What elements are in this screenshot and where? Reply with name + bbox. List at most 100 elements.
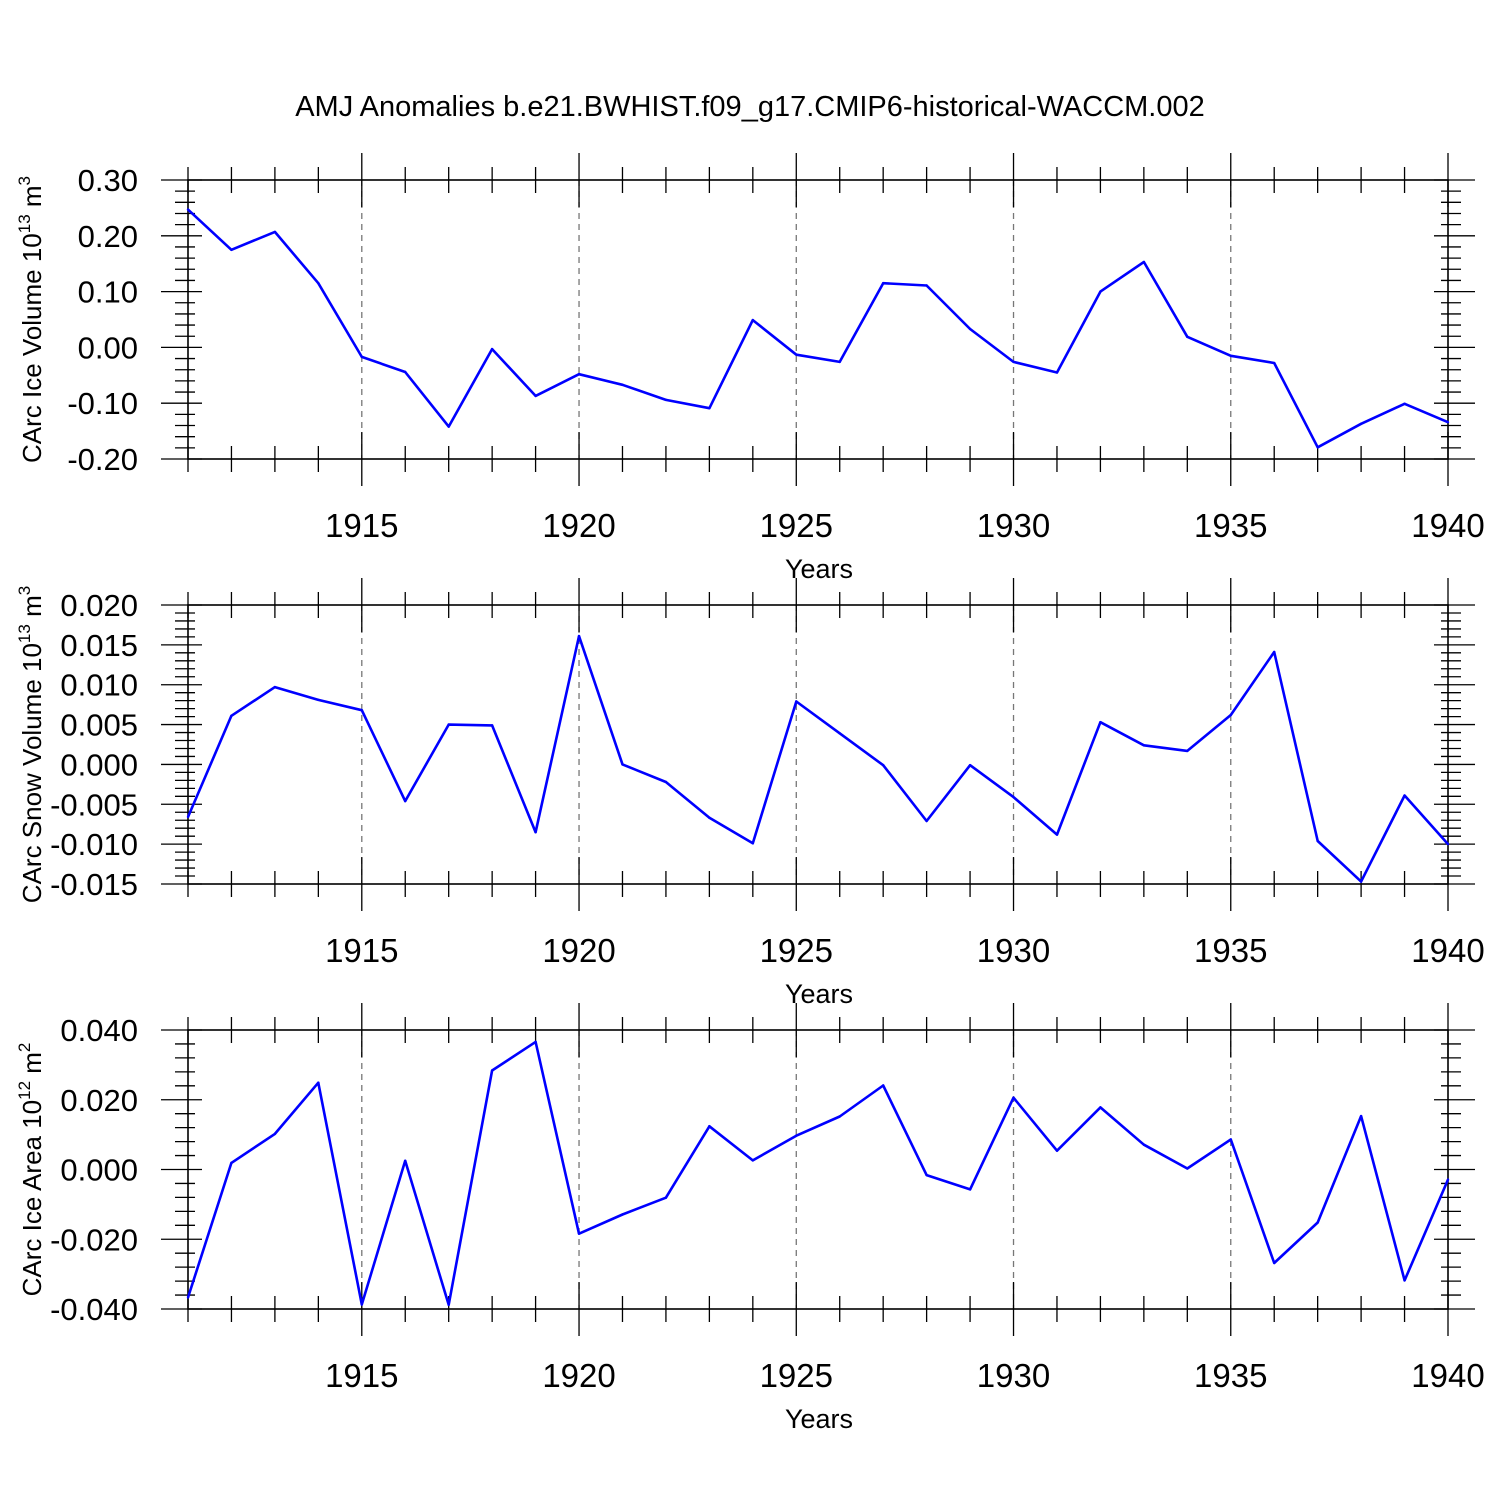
data-point (925, 284, 928, 287)
data-point (838, 360, 841, 364)
data-point (273, 1132, 277, 1136)
data-point (1012, 1096, 1015, 1099)
data-point (968, 327, 972, 331)
y-tick-label: 0.000 (60, 1153, 138, 1188)
y-tick-label: -0.010 (50, 827, 138, 862)
data-point (708, 816, 711, 820)
data-point (621, 383, 624, 386)
y-axis-label: CArc Snow Volume 1013 m3 (15, 586, 47, 903)
y-tick-label: 0.010 (60, 668, 138, 703)
data-point (795, 700, 798, 703)
data-point (230, 714, 233, 718)
data-point (925, 819, 928, 823)
data-point (404, 1159, 407, 1162)
x-tick-label: 1940 (1411, 932, 1484, 969)
y-axis-label-exponent: 13 (15, 624, 34, 643)
data-point (1359, 422, 1363, 426)
x-tick-label: 1930 (977, 932, 1050, 969)
panel-snow-volume: -0.015 -0.010 -0.005 0.000 0.005 0.010 0.015 0.… (15, 578, 1485, 1009)
data-point (1273, 650, 1276, 654)
data-point (708, 407, 711, 410)
y-axis-label-part: CArc Ice Area 10 (17, 1100, 47, 1297)
data-point (1229, 1138, 1232, 1141)
x-tick-label: 1915 (325, 1357, 398, 1394)
data-point (621, 1213, 624, 1216)
x-tick-label: 1925 (760, 1357, 833, 1394)
x-axis-label: Years (785, 1404, 853, 1434)
series-line (187, 208, 1449, 449)
data-point (881, 282, 885, 285)
x-tick-label: 1920 (542, 507, 615, 544)
data-point (751, 842, 755, 845)
data-point (230, 248, 233, 251)
data-point (534, 1040, 537, 1044)
y-axis-label-exponent: 12 (15, 1081, 34, 1100)
data-point (1403, 1279, 1406, 1282)
x-tick-label: 1920 (542, 1357, 615, 1394)
data-point (186, 1296, 190, 1299)
data-point (881, 764, 885, 767)
y-axis-label-exponent: 3 (15, 586, 34, 595)
data-point (317, 698, 320, 702)
y-tick-label: -0.20 (67, 442, 138, 477)
data-point (1186, 749, 1189, 753)
data-point (447, 425, 450, 428)
x-tick-label: 1935 (1194, 1357, 1267, 1394)
data-point (1142, 744, 1146, 747)
y-tick-label: 0.015 (60, 628, 138, 663)
data-point (838, 1115, 841, 1118)
data-point (1446, 842, 1450, 846)
data-point (1403, 402, 1406, 405)
data-point (534, 830, 537, 834)
y-tick-label: -0.10 (67, 386, 138, 421)
data-point (1316, 446, 1319, 449)
data-point (1316, 839, 1319, 843)
data-point (664, 398, 668, 402)
data-point (447, 723, 450, 726)
data-point (1359, 1114, 1363, 1118)
data-point (664, 1196, 668, 1199)
y-tick-label: 0.00 (78, 330, 138, 365)
x-tick-label: 1930 (977, 1357, 1050, 1394)
data-point (795, 1134, 798, 1137)
y-tick-label: 0.10 (78, 275, 138, 310)
data-point (490, 347, 494, 351)
data-point (925, 1173, 928, 1177)
y-axis-label-exponent: 13 (15, 214, 34, 233)
data-point (360, 355, 363, 359)
data-point (1055, 1149, 1059, 1152)
x-tick-label: 1930 (977, 507, 1050, 544)
y-axis-label-exponent: 3 (15, 176, 34, 185)
y-tick-label: 0.30 (78, 163, 138, 198)
data-point (838, 732, 841, 735)
data-point (968, 764, 972, 767)
plot-frame (187, 1029, 1449, 1310)
data-point (404, 799, 407, 803)
data-point (1186, 335, 1189, 338)
data-point (1186, 1167, 1189, 1170)
data-point (577, 634, 581, 638)
x-tick-label: 1940 (1411, 507, 1484, 544)
data-point (186, 815, 190, 819)
data-point (1316, 1221, 1319, 1224)
data-point (1099, 1106, 1102, 1109)
y-tick-label: -0.005 (50, 787, 138, 822)
y-tick-label: 0.020 (60, 588, 138, 623)
data-point (664, 780, 668, 784)
x-tick-label: 1915 (325, 507, 398, 544)
data-point (360, 709, 363, 712)
y-tick-label: -0.040 (50, 1292, 138, 1327)
data-point (1229, 713, 1232, 717)
y-tick-label: -0.015 (50, 867, 138, 902)
data-point (1012, 360, 1015, 364)
data-point (317, 1081, 320, 1084)
data-point (1446, 420, 1450, 424)
y-axis-label-part: m (17, 1052, 47, 1081)
series-line (186, 1040, 1450, 1307)
data-point (1012, 795, 1015, 799)
y-axis-label-part: CArc Ice Volume 10 (17, 233, 47, 463)
data-point (1055, 371, 1059, 374)
y-tick-label: 0.20 (78, 219, 138, 254)
data-point (968, 1188, 972, 1191)
